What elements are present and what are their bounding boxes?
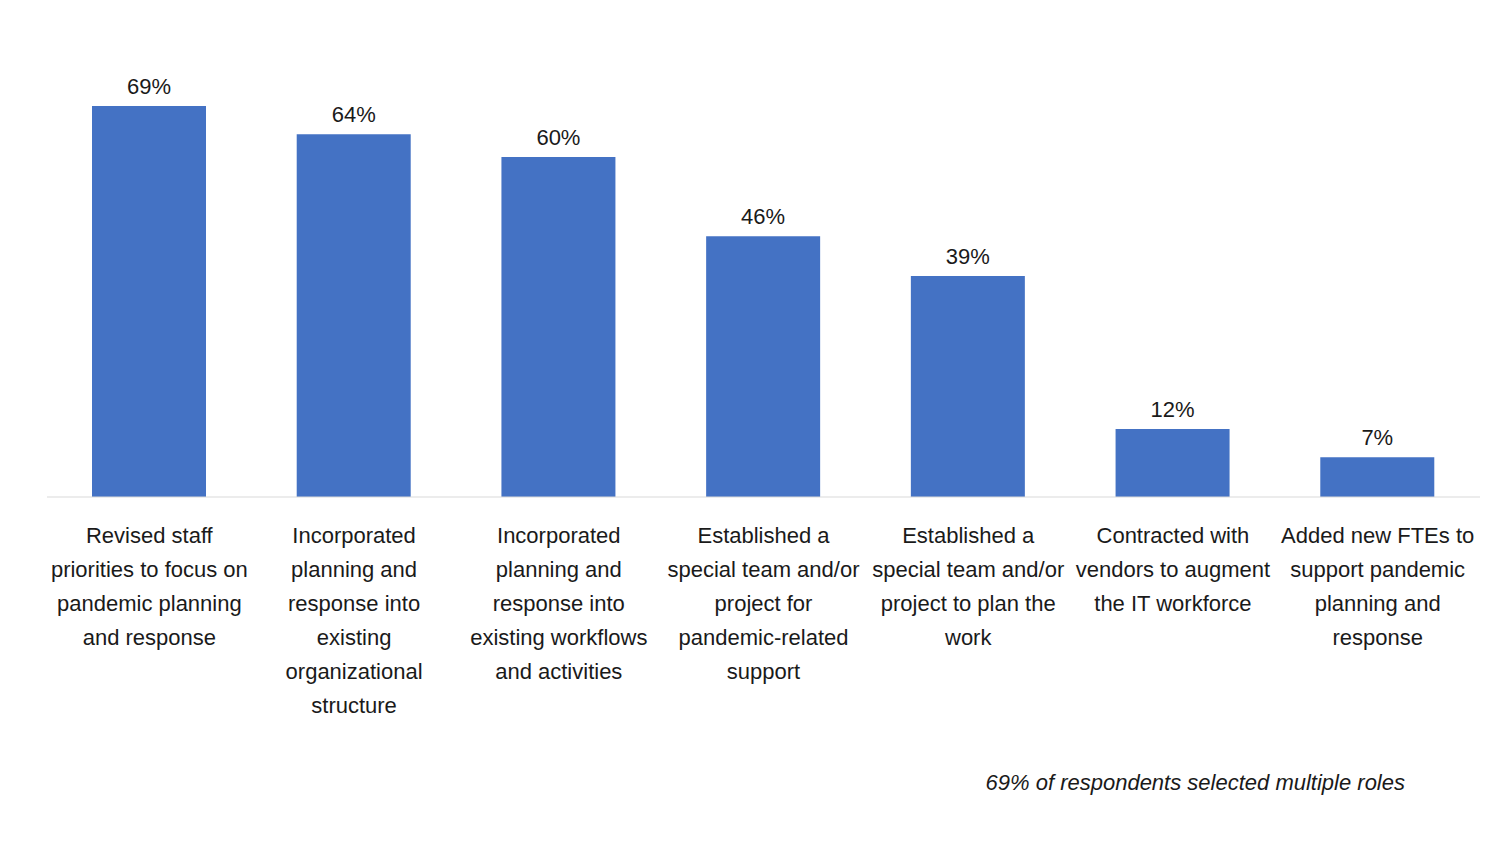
svg-text:69%: 69%: [127, 74, 171, 99]
svg-text:12%: 12%: [1151, 397, 1195, 422]
svg-text:Revised staffpriorities to foc: Revised staffpriorities to focus onpande…: [51, 523, 248, 650]
svg-text:Incorporatedplanning andrespon: Incorporatedplanning andresponse intoexi…: [470, 523, 647, 684]
svg-text:Established aspecial team and/: Established aspecial team and/orproject …: [668, 523, 860, 684]
svg-text:Established aspecial team and/: Established aspecial team and/orproject …: [872, 523, 1064, 650]
svg-text:Added new FTEs tosupport pande: Added new FTEs tosupport pandemicplannin…: [1281, 523, 1474, 650]
svg-text:Contracted withvendors to augm: Contracted withvendors to augmentthe IT …: [1076, 523, 1270, 616]
svg-text:64%: 64%: [332, 102, 376, 127]
svg-text:46%: 46%: [741, 204, 785, 229]
svg-text:Incorporatedplanning andrespon: Incorporatedplanning andresponse intoexi…: [286, 523, 423, 718]
html-text:69% of respondents selected mu: 69% of respondents selected multiple rol…: [985, 770, 1405, 795]
svg-text:39%: 39%: [946, 244, 990, 269]
svg-text:60%: 60%: [536, 125, 580, 150]
svg-text:7%: 7%: [1361, 425, 1393, 450]
